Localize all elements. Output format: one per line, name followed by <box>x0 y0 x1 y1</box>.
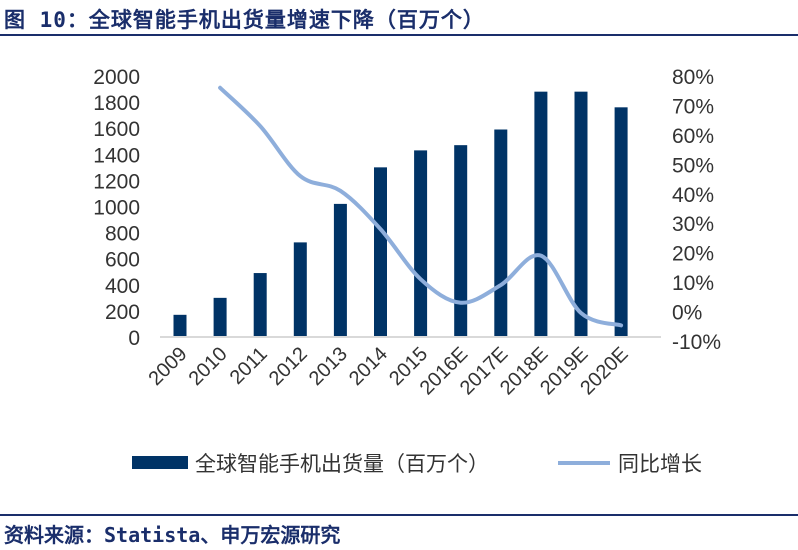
left-axis-tick-label: 1400 <box>93 144 140 167</box>
bar <box>213 297 227 337</box>
bar <box>534 91 548 337</box>
left-axis-tick-label: 1600 <box>93 118 140 141</box>
legend-bar-swatch <box>132 456 188 469</box>
right-axis-tick-label: 40% <box>672 184 714 207</box>
bar <box>614 107 628 337</box>
right-axis-tick-label: 10% <box>672 272 714 295</box>
x-axis-tick-label: 2011 <box>226 343 272 389</box>
bar <box>374 167 387 337</box>
legend-bar-label: 全球智能手机出货量（百万个） <box>195 453 489 476</box>
right-axis-tick-label: 80% <box>672 66 714 89</box>
left-axis-tick-label: 400 <box>105 275 140 298</box>
right-axis-tick-label: 60% <box>672 125 714 148</box>
legend-line-label: 同比增长 <box>618 453 702 476</box>
bar <box>333 203 347 337</box>
right-axis-tick-label: 50% <box>672 154 714 177</box>
x-axis-tick-label: 2009 <box>145 343 192 390</box>
bar <box>173 314 187 337</box>
title-divider <box>0 34 798 36</box>
right-axis-tick-label: 70% <box>672 95 714 118</box>
source-note: 资料来源：Statista、申万宏源研究 <box>4 523 341 547</box>
left-axis-tick-label: 2000 <box>93 66 140 89</box>
left-axis-tick-label: 200 <box>105 301 140 324</box>
x-axis-tick-label: 2013 <box>305 343 352 390</box>
bar <box>253 273 267 337</box>
right-axis-tick-label: 0% <box>672 302 702 325</box>
bar <box>454 145 468 337</box>
right-axis-tick-label: -10% <box>672 331 721 354</box>
bar <box>414 150 428 337</box>
x-axis-tick-label: 2014 <box>345 343 392 390</box>
left-axis-tick-label: 1800 <box>93 92 140 115</box>
x-axis-tick-label: 2012 <box>265 343 312 390</box>
chart: 0 200 400 600 800 1000 1200 1400 1600 1800 2000 -10… <box>93 66 721 476</box>
left-axis-tick-label: 800 <box>105 223 140 246</box>
left-axis-tick-label: 1000 <box>93 197 140 220</box>
right-axis-tick-label: 30% <box>672 213 714 236</box>
left-axis-tick-label: 600 <box>105 249 140 272</box>
bar <box>494 129 508 337</box>
right-axis-tick-label: 20% <box>672 243 714 266</box>
left-axis-tick-label: 0 <box>128 327 140 350</box>
bar <box>574 91 588 337</box>
x-axis-tick-label: 2010 <box>185 343 232 390</box>
left-axis-tick-label: 1200 <box>93 170 140 193</box>
figure-title: 图 10：全球智能手机出货量增速下降（百万个） <box>4 8 485 32</box>
footer-divider <box>0 514 798 516</box>
bar <box>293 242 307 337</box>
